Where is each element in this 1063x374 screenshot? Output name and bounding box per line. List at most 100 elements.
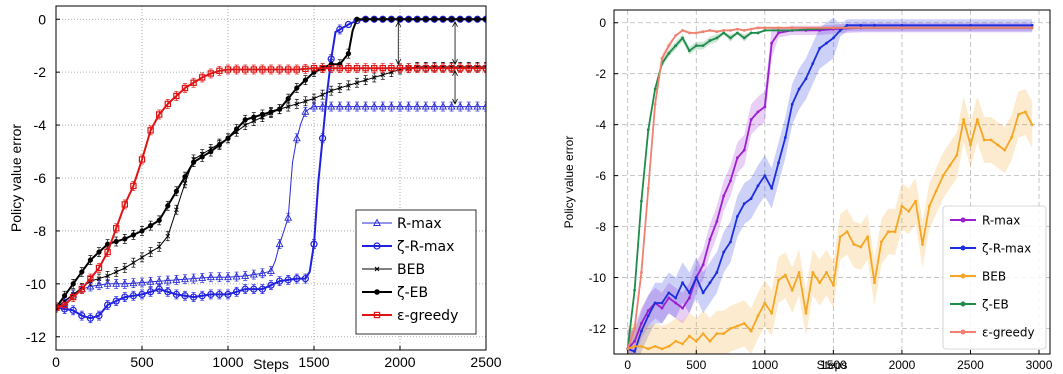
data-point-zeta-r-max — [674, 296, 678, 300]
data-point-zeta-r-max — [783, 136, 787, 139]
data-point-beb — [879, 240, 883, 244]
data-point-epsilon-greedy — [319, 64, 326, 72]
legend-marker-beb — [960, 273, 966, 279]
data-point-zeta-eb — [148, 223, 154, 229]
data-point-beb — [852, 243, 856, 246]
data-point-r-max — [404, 102, 413, 110]
data-point-r-max — [206, 272, 215, 281]
data-point-zeta-r-max — [172, 290, 180, 299]
data-point-zeta-eb — [640, 199, 643, 203]
data-point-r-max — [327, 102, 336, 110]
data-point-beb — [328, 88, 334, 93]
data-point-zeta-r-max — [267, 281, 275, 289]
legend-label-zeta-eb: ζ-EB — [982, 298, 1009, 312]
right-x-ticks: 0 500 1000 1500 2000 2500 3000 — [624, 350, 1053, 372]
data-point-epsilon-greedy — [1030, 26, 1034, 30]
data-point-epsilon-greedy — [633, 327, 636, 330]
data-point-epsilon-greedy — [353, 64, 361, 72]
data-point-zeta-eb — [277, 106, 283, 112]
data-point-beb — [354, 80, 360, 86]
data-point-zeta-r-max — [701, 291, 705, 295]
data-point-zeta-r-max — [215, 290, 223, 299]
data-point-r-max — [292, 133, 301, 142]
y-tick-label: -10 — [589, 271, 607, 285]
data-point-r-max — [818, 28, 822, 32]
data-point-zeta-r-max — [667, 291, 671, 295]
data-point-zeta-r-max — [715, 271, 719, 274]
data-point-zeta-r-max — [78, 312, 86, 320]
data-point-zeta-eb — [756, 31, 760, 35]
data-point-zeta-r-max — [845, 23, 849, 27]
data-point-zeta-eb — [474, 16, 480, 22]
data-point-beb — [105, 273, 110, 279]
legend-label-r-max: R-max — [982, 214, 1020, 228]
legend-marker-zeta-r-max — [373, 242, 381, 250]
left-chart: 0 500 1000 1500 2000 2500 0 -2 -4 -6 -8 -10 -12 Ste… — [8, 5, 502, 372]
data-point-beb — [797, 271, 801, 274]
data-point-r-max — [681, 306, 684, 310]
data-point-zeta-eb — [96, 249, 102, 255]
data-point-epsilon-greedy — [653, 102, 657, 106]
data-point-zeta-r-max — [138, 290, 146, 299]
data-point-zeta-r-max — [147, 288, 155, 296]
data-point-epsilon-greedy — [674, 34, 678, 37]
data-point-r-max — [660, 306, 664, 310]
data-point-r-max — [439, 102, 447, 110]
data-point-zeta-eb — [414, 16, 420, 22]
data-point-zeta-eb — [130, 232, 136, 238]
data-point-beb — [640, 344, 643, 348]
data-point-beb — [337, 85, 343, 91]
y-tick-label: -10 — [26, 276, 46, 292]
data-point-epsilon-greedy — [276, 66, 283, 73]
data-point-beb — [688, 334, 691, 338]
x-tick-label: 1000 — [212, 354, 243, 370]
data-point-zeta-eb — [79, 269, 85, 275]
data-point-r-max — [249, 270, 258, 278]
data-point-epsilon-greedy — [250, 66, 257, 73]
legend-marker-r-max — [373, 218, 381, 226]
left-legend: R-max ζ-R-max BEB ζ-EB ε-greedy — [355, 209, 477, 335]
data-point-zeta-r-max — [742, 202, 746, 206]
data-point-zeta-eb — [380, 16, 386, 22]
series-zeta-r-max — [626, 23, 1034, 353]
data-point-zeta-eb — [371, 16, 377, 22]
data-point-zeta-eb — [777, 28, 780, 32]
x-tick-label: 1500 — [820, 358, 847, 372]
data-point-zeta-eb — [234, 126, 240, 132]
legend-label-epsilon-greedy: ε-greedy — [397, 308, 458, 324]
data-point-epsilon-greedy — [267, 66, 275, 73]
data-point-beb — [907, 209, 911, 213]
x-tick-label: 500 — [686, 358, 706, 372]
data-point-epsilon-greedy — [763, 26, 767, 30]
data-point-r-max — [163, 276, 172, 284]
data-point-zeta-r-max — [250, 285, 258, 293]
data-point-epsilon-greedy — [742, 28, 746, 32]
data-point-r-max — [275, 239, 284, 248]
data-point-zeta-r-max — [790, 102, 794, 106]
data-point-r-max — [729, 179, 732, 183]
data-point-r-max — [370, 102, 379, 110]
data-point-beb — [948, 164, 952, 167]
data-point-zeta-r-max — [224, 290, 232, 299]
data-point-r-max — [155, 276, 164, 285]
data-point-r-max — [396, 102, 404, 110]
data-point-beb — [303, 98, 308, 104]
data-point-beb — [914, 199, 918, 203]
data-point-epsilon-greedy — [95, 264, 103, 272]
data-point-beb — [667, 344, 671, 348]
data-point-zeta-r-max — [155, 285, 163, 293]
data-point-r-max — [413, 102, 422, 110]
data-point-beb — [674, 339, 678, 343]
data-point-epsilon-greedy — [147, 127, 154, 134]
data-point-r-max — [378, 102, 387, 110]
y-tick-label: -8 — [595, 220, 606, 234]
data-point-zeta-eb — [191, 159, 197, 165]
data-point-epsilon-greedy — [345, 64, 352, 72]
y-tick-label: -12 — [589, 322, 607, 336]
data-point-epsilon-greedy — [969, 26, 972, 30]
legend-label-beb: BEB — [982, 270, 1006, 284]
data-point-r-max — [120, 279, 129, 287]
data-point-zeta-eb — [431, 16, 437, 22]
data-point-r-max — [447, 102, 456, 110]
